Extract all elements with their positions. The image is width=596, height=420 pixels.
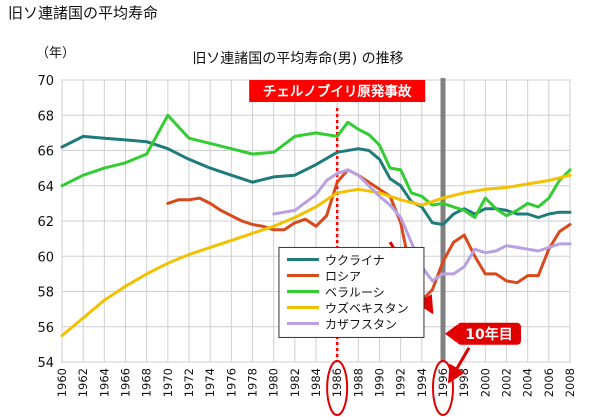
x-tick-label: 1962 (76, 368, 90, 397)
x-tick-label: 1974 (203, 368, 217, 397)
x-tick-label: 2000 (478, 368, 492, 397)
chart-title: 旧ソ連諸国の平均寿命(男) の推移 (192, 51, 404, 67)
tick-highlight-ellipse (326, 360, 349, 416)
legend-label: ベラルーシ (325, 285, 385, 299)
x-tick-label: 2008 (563, 368, 577, 397)
annotations: チェルノブイリ原発事故 10年目 (249, 80, 521, 416)
x-tick-label: 1972 (182, 368, 196, 397)
x-tick-label: 1998 (457, 368, 471, 397)
x-tick-label: 1966 (119, 368, 133, 397)
axes: 54 56 58 60 62 64 66 68 70 1960 1962 1964 1966 1968 19… (37, 74, 577, 397)
y-tick-label: 54 (37, 356, 54, 371)
y-tick-label: 70 (37, 74, 54, 89)
x-tick-label: 1994 (415, 368, 429, 397)
callout-label: 10年目 (465, 326, 512, 343)
series-line (272, 168, 572, 283)
x-tick-label: 1970 (161, 368, 175, 397)
series-lines (60, 113, 572, 338)
x-tick-label: 1980 (267, 368, 281, 397)
x-tick-label: 1990 (373, 368, 387, 397)
tick-highlight-ellipse (432, 360, 454, 416)
page-title: 旧ソ連諸国の平均寿命 (8, 4, 159, 22)
x-tick-label: 2004 (521, 368, 535, 397)
legend-label: カザフスタン (325, 317, 397, 331)
x-tick-label: 1988 (351, 368, 365, 397)
x-tick-label: 1960 (55, 368, 69, 397)
callout-pointer (445, 324, 457, 343)
series-line (60, 173, 572, 338)
x-tick-label: 1976 (224, 368, 238, 397)
x-tick-label: 1964 (97, 368, 111, 397)
y-axis-unit-label: （年） (36, 46, 76, 61)
y-tick-label: 68 (37, 109, 54, 124)
y-tick-label: 60 (37, 250, 54, 265)
event-label-box (249, 80, 426, 102)
x-tick-label: 1996 (436, 368, 450, 397)
series-line (166, 168, 572, 302)
series-line (60, 134, 572, 226)
x-tick-label: 1984 (309, 368, 323, 397)
y-tick-label: 64 (37, 180, 54, 195)
series-line (60, 113, 572, 219)
x-tick-label: 2006 (542, 368, 556, 397)
legend-label: ロシア (325, 269, 361, 283)
y-tick-label: 66 (37, 145, 54, 160)
x-tick-label: 1992 (394, 368, 408, 397)
callout-box (457, 322, 521, 345)
x-tick-label: 2002 (500, 368, 514, 397)
legend-label: ウクライナ (325, 253, 385, 267)
y-tick-label: 62 (37, 215, 54, 230)
y-tick-label: 58 (37, 286, 54, 301)
event-label: チェルノブイリ原発事故 (263, 83, 412, 100)
legend-label: ウズベキスタン (325, 300, 409, 315)
y-tick-label: 56 (37, 321, 54, 336)
x-tick-label: 1978 (246, 368, 260, 397)
x-tick-label: 1982 (288, 368, 302, 397)
x-tick-label: 1986 (330, 368, 344, 397)
x-tick-label: 1968 (140, 368, 154, 397)
